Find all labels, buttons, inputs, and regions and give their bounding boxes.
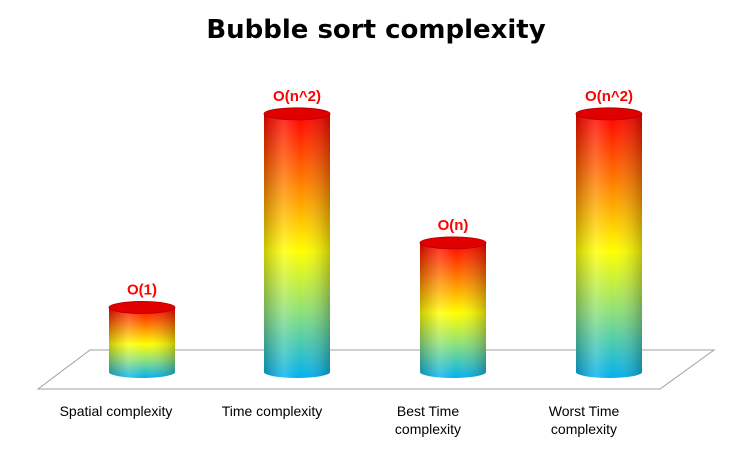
bars-group: O(1) O(n^2) O(n) O(n^2)	[108, 88, 643, 379]
bar-2	[263, 107, 331, 379]
bar-shade-3	[420, 242, 486, 378]
data-label-4: O(n^2)	[585, 88, 633, 105]
category-label-4: Worst Time complexity	[549, 403, 620, 437]
chart-title: Bubble sort complexity	[206, 15, 545, 45]
bar-cap-3	[419, 236, 487, 250]
category-label-1: Spatial complexity	[60, 403, 173, 419]
data-label-2: O(n^2)	[273, 88, 321, 105]
bar-cap-1	[108, 301, 176, 314]
bar-3	[419, 236, 487, 378]
bar-cap-4	[575, 107, 643, 121]
bar-cap-2	[263, 107, 331, 121]
bar-shade-1	[109, 307, 175, 378]
bar-1	[108, 301, 176, 378]
data-label-3: O(n)	[438, 217, 469, 234]
category-labels: Spatial complexity Time complexity Best Ti…	[60, 403, 620, 437]
category-label-2: Time complexity	[222, 403, 323, 419]
category-label-3: Best Time complexity	[395, 403, 461, 437]
bar-4	[575, 107, 643, 379]
data-label-1: O(1)	[127, 281, 157, 298]
bar-shade-4	[576, 113, 642, 379]
chart-floor	[36, 349, 716, 390]
bar-shade-2	[264, 113, 330, 379]
